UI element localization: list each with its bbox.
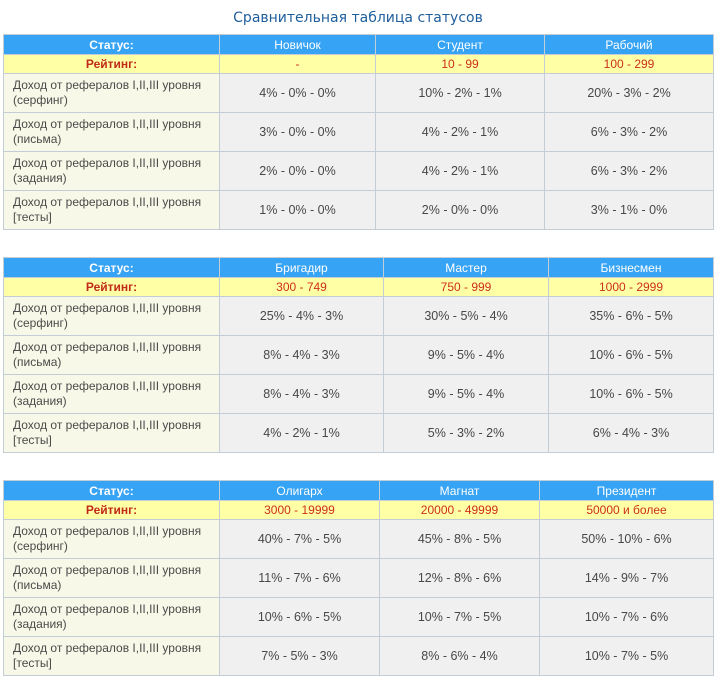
table-row: Доход от рефералов I,II,III уровня (пись… <box>3 558 714 598</box>
row-label: Доход от рефералов I,II,III уровня (зада… <box>3 597 220 637</box>
rating-row: Рейтинг: 300 - 749 750 - 999 1000 - 2999 <box>3 277 714 297</box>
table-row: Доход от рефералов I,II,III уровня (зада… <box>3 151 714 191</box>
row-value: 1% - 0% - 0% <box>219 190 376 230</box>
table-row: Доход от рефералов I,II,III уровня (серф… <box>3 296 714 336</box>
rating-value: 50000 и более <box>539 500 714 520</box>
status-comparison-table: Статус: Олигарх Магнат Президент Рейтинг… <box>3 480 714 676</box>
row-value: 10% - 2% - 1% <box>375 73 545 113</box>
table-row: Доход от рефералов I,II,III уровня [тест… <box>3 636 714 676</box>
rating-label: Рейтинг: <box>3 277 220 297</box>
row-value: 7% - 5% - 3% <box>219 636 380 676</box>
status-header-row: Статус: Олигарх Магнат Президент <box>3 480 714 501</box>
status-comparison-table: Статус: Новичок Студент Рабочий Рейтинг:… <box>3 34 714 230</box>
status-name: Президент <box>539 480 714 501</box>
row-label: Доход от рефералов I,II,III уровня (зада… <box>3 374 220 414</box>
rating-value: 100 - 299 <box>544 54 714 74</box>
status-label: Статус: <box>3 257 220 278</box>
row-value: 40% - 7% - 5% <box>219 519 380 559</box>
status-header-row: Статус: Новичок Студент Рабочий <box>3 34 714 55</box>
row-value: 20% - 3% - 2% <box>544 73 714 113</box>
table-row: Доход от рефералов I,II,III уровня (пись… <box>3 335 714 375</box>
row-value: 3% - 0% - 0% <box>219 112 376 152</box>
row-value: 10% - 7% - 5% <box>539 636 714 676</box>
row-value: 3% - 1% - 0% <box>544 190 714 230</box>
status-name: Бизнесмен <box>548 257 714 278</box>
status-name: Мастер <box>383 257 549 278</box>
status-name: Новичок <box>219 34 376 55</box>
row-label: Доход от рефералов I,II,III уровня (серф… <box>3 519 220 559</box>
row-value: 11% - 7% - 6% <box>219 558 380 598</box>
row-value: 35% - 6% - 5% <box>548 296 714 336</box>
row-value: 10% - 7% - 5% <box>379 597 540 637</box>
rating-row: Рейтинг: - 10 - 99 100 - 299 <box>3 54 714 74</box>
row-value: 30% - 5% - 4% <box>383 296 549 336</box>
table-row: Доход от рефералов I,II,III уровня [тест… <box>3 190 714 230</box>
row-label: Доход от рефералов I,II,III уровня [тест… <box>3 190 220 230</box>
status-comparison-table: Статус: Бригадир Мастер Бизнесмен Рейтин… <box>3 257 714 453</box>
row-label: Доход от рефералов I,II,III уровня (пись… <box>3 112 220 152</box>
page-title: Сравнительная таблица статусов <box>233 10 483 26</box>
row-label: Доход от рефералов I,II,III уровня [тест… <box>3 413 220 453</box>
row-value: 4% - 2% - 1% <box>219 413 384 453</box>
row-value: 6% - 4% - 3% <box>548 413 714 453</box>
row-value: 4% - 2% - 1% <box>375 151 545 191</box>
rating-value: 10 - 99 <box>375 54 545 74</box>
row-value: 8% - 4% - 3% <box>219 374 384 414</box>
status-name: Магнат <box>379 480 540 501</box>
row-value: 10% - 7% - 6% <box>539 597 714 637</box>
row-value: 4% - 0% - 0% <box>219 73 376 113</box>
row-value: 6% - 3% - 2% <box>544 151 714 191</box>
table-row: Доход от рефералов I,II,III уровня [тест… <box>3 413 714 453</box>
row-label: Доход от рефералов I,II,III уровня (зада… <box>3 151 220 191</box>
rating-row: Рейтинг: 3000 - 19999 20000 - 49999 5000… <box>3 500 714 520</box>
status-name: Олигарх <box>219 480 380 501</box>
row-label: Доход от рефералов I,II,III уровня (пись… <box>3 335 220 375</box>
rating-value: 750 - 999 <box>383 277 549 297</box>
row-value: 9% - 5% - 4% <box>383 335 549 375</box>
row-value: 9% - 5% - 4% <box>383 374 549 414</box>
row-label: Доход от рефералов I,II,III уровня (пись… <box>3 558 220 598</box>
table-row: Доход от рефералов I,II,III уровня (зада… <box>3 597 714 637</box>
row-value: 5% - 3% - 2% <box>383 413 549 453</box>
rating-value: 20000 - 49999 <box>379 500 540 520</box>
rating-value: 300 - 749 <box>219 277 384 297</box>
row-value: 45% - 8% - 5% <box>379 519 540 559</box>
status-name: Рабочий <box>544 34 714 55</box>
status-name: Бригадир <box>219 257 384 278</box>
row-value: 2% - 0% - 0% <box>375 190 545 230</box>
table-row: Доход от рефералов I,II,III уровня (серф… <box>3 519 714 559</box>
row-value: 2% - 0% - 0% <box>219 151 376 191</box>
row-value: 50% - 10% - 6% <box>539 519 714 559</box>
row-value: 8% - 6% - 4% <box>379 636 540 676</box>
row-value: 8% - 4% - 3% <box>219 335 384 375</box>
row-value: 4% - 2% - 1% <box>375 112 545 152</box>
status-name: Студент <box>375 34 545 55</box>
rating-value: - <box>219 54 376 74</box>
row-label: Доход от рефералов I,II,III уровня [тест… <box>3 636 220 676</box>
rating-label: Рейтинг: <box>3 54 220 74</box>
row-value: 14% - 9% - 7% <box>539 558 714 598</box>
status-label: Статус: <box>3 34 220 55</box>
rating-value: 1000 - 2999 <box>548 277 714 297</box>
table-row: Доход от рефералов I,II,III уровня (серф… <box>3 73 714 113</box>
rating-label: Рейтинг: <box>3 500 220 520</box>
row-label: Доход от рефералов I,II,III уровня (серф… <box>3 296 220 336</box>
status-header-row: Статус: Бригадир Мастер Бизнесмен <box>3 257 714 278</box>
status-label: Статус: <box>3 480 220 501</box>
row-value: 25% - 4% - 3% <box>219 296 384 336</box>
table-row: Доход от рефералов I,II,III уровня (зада… <box>3 374 714 414</box>
row-value: 10% - 6% - 5% <box>219 597 380 637</box>
row-value: 10% - 6% - 5% <box>548 335 714 375</box>
table-row: Доход от рефералов I,II,III уровня (пись… <box>3 112 714 152</box>
row-value: 6% - 3% - 2% <box>544 112 714 152</box>
row-label: Доход от рефералов I,II,III уровня (серф… <box>3 73 220 113</box>
row-value: 10% - 6% - 5% <box>548 374 714 414</box>
rating-value: 3000 - 19999 <box>219 500 380 520</box>
row-value: 12% - 8% - 6% <box>379 558 540 598</box>
